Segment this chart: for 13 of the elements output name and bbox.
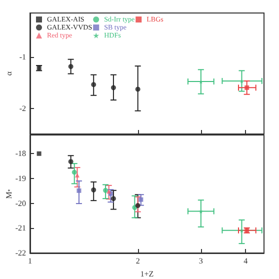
y-tick-label: -20 — [15, 198, 26, 208]
y-tick-label: -21 — [15, 224, 26, 233]
y-tick-label: -22 — [15, 248, 26, 258]
y-tick-label: -1 — [19, 52, 26, 62]
y-tick-label: -19 — [15, 174, 26, 183]
y-axis-title: α — [4, 70, 14, 76]
x-tick-label: 3 — [198, 256, 203, 266]
x-tick-label: 4 — [244, 256, 248, 266]
x-tick-label: 1 — [28, 256, 32, 266]
x-tick-label: 2 — [136, 256, 140, 266]
y-tick-label: -18 — [15, 149, 26, 158]
x-axis-title: 1+Z — [140, 269, 154, 278]
y-tick-label: -2 — [19, 104, 26, 113]
